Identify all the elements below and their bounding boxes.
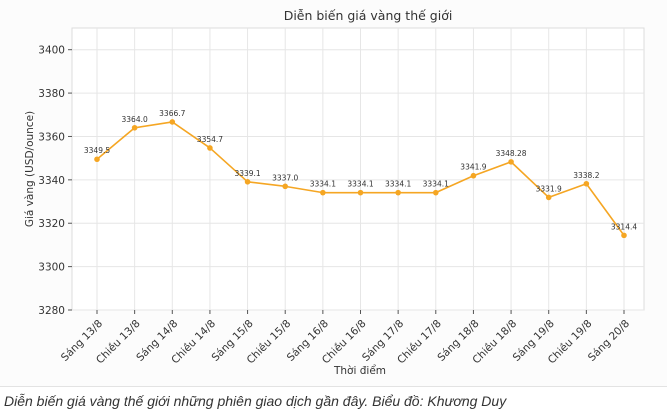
data-point: [320, 189, 326, 196]
data-label: 3337.0: [272, 173, 298, 182]
y-axis-ticks: 3280 3300 3320 3340 3360 3380 3400: [38, 45, 72, 317]
data-label: 3334.1: [310, 180, 336, 189]
y-tick-label: 3400: [38, 45, 65, 57]
data-point: [244, 178, 251, 185]
data-label: 3366.7: [159, 109, 185, 118]
series-gold-price: [94, 119, 627, 239]
data-point: [207, 145, 213, 151]
data-point: [357, 189, 364, 196]
y-tick-label: 3280: [38, 305, 65, 317]
data-label: 3349.5: [84, 146, 110, 155]
data-point: [395, 189, 401, 196]
data-label: 3348.28: [496, 149, 527, 158]
data-point: [508, 159, 514, 165]
data-point: [131, 124, 138, 131]
x-axis-label: Thời điểm: [333, 364, 386, 377]
data-point: [621, 232, 627, 239]
data-label: 3341.9: [460, 163, 486, 172]
data-point: [94, 156, 100, 163]
chart-title: Diễn biến giá vàng thế giới: [284, 8, 453, 23]
data-point: [583, 180, 590, 187]
data-label: 3331.9: [536, 184, 562, 193]
data-point: [432, 189, 439, 196]
data-label: 3334.1: [347, 180, 373, 189]
data-point: [282, 183, 289, 190]
data-label: 3339.1: [234, 169, 260, 178]
data-point: [169, 119, 176, 125]
data-label: 3354.7: [197, 135, 223, 144]
y-tick-label: 3340: [38, 175, 65, 187]
y-tick-label: 3320: [38, 218, 65, 230]
data-label: 3314.4: [611, 222, 637, 231]
data-labels: 3349.5 3364.0 3366.7 3354.7 3339.1 3337.0 3334…: [84, 109, 637, 231]
data-label: 3364.0: [122, 115, 148, 124]
data-label: 3338.2: [573, 171, 599, 180]
grid-lines: [72, 28, 644, 311]
plot-area: [71, 27, 645, 311]
data-point: [545, 194, 552, 201]
figure-caption: Diễn biến giá vàng thế giới những phiên …: [4, 393, 507, 409]
data-point: [470, 172, 477, 179]
y-tick-label: 3300: [38, 262, 65, 274]
line-chart: Diễn biến giá vàng thế giới 3280 3300 3320…: [24, 8, 645, 377]
y-axis-label: Giá vàng (USD/ounce): [24, 111, 36, 227]
y-tick-label: 3360: [38, 131, 65, 143]
y-tick-label: 3380: [38, 88, 65, 100]
chart-figure: Diễn biến giá vàng thế giới 3280 3300 3320…: [0, 8, 667, 387]
data-label: 3334.1: [423, 180, 449, 189]
data-label: 3334.1: [385, 180, 411, 189]
